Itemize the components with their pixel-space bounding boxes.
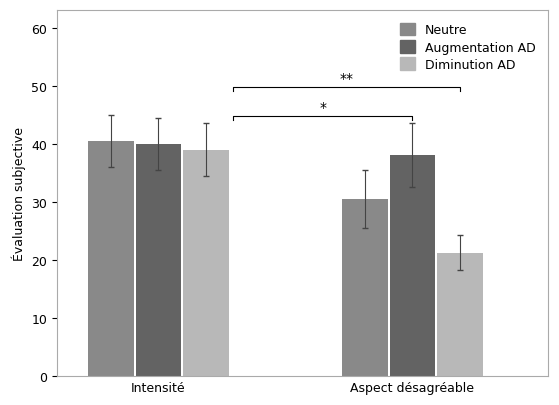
Legend: Neutre, Augmentation AD, Diminution AD: Neutre, Augmentation AD, Diminution AD bbox=[394, 17, 542, 78]
Text: **: ** bbox=[339, 72, 353, 86]
Text: *: * bbox=[319, 101, 326, 115]
Bar bbox=[183, 150, 229, 376]
Bar bbox=[88, 141, 134, 376]
Bar bbox=[136, 144, 181, 376]
Bar bbox=[342, 199, 388, 376]
Y-axis label: Évaluation subjective: Évaluation subjective bbox=[11, 127, 26, 260]
Bar bbox=[390, 156, 435, 376]
Bar bbox=[437, 253, 483, 376]
